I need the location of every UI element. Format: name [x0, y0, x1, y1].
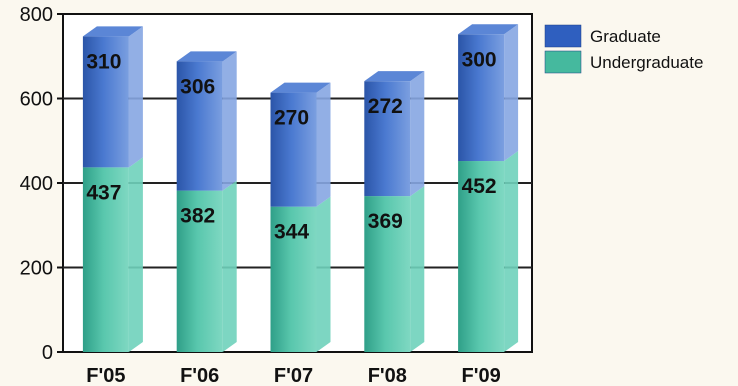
- bar-top-cap: [364, 71, 425, 82]
- legend-swatch-graduate: [544, 24, 582, 48]
- bar-undergraduate-3: [270, 206, 317, 352]
- bar-stack: 369 272: [364, 71, 425, 352]
- y-tick-label: 200: [20, 258, 53, 280]
- y-tick-label: 600: [20, 89, 53, 111]
- data-label: 344: [274, 221, 309, 244]
- bars: 437 310 382 306 344 270 369 272 452 300: [82, 24, 519, 352]
- legend: Graduate Undergraduate: [544, 24, 703, 74]
- data-label: 369: [368, 210, 403, 233]
- bar-stack: 452 300: [458, 24, 519, 352]
- x-tick-label: F'09: [461, 365, 500, 386]
- data-label: 270: [274, 107, 309, 130]
- bar-graduate-3: [270, 92, 317, 207]
- bar-stack: 382 306: [176, 51, 237, 352]
- legend-swatch-undergraduate: [544, 50, 582, 74]
- legend-label-graduate: Graduate: [590, 27, 661, 46]
- data-label: 310: [86, 50, 121, 73]
- bar-side-face: [410, 186, 425, 352]
- bar-undergraduate-4: [364, 196, 411, 352]
- data-label: 437: [86, 181, 121, 204]
- bar-side-face: [410, 71, 425, 197]
- x-tick-label: F'05: [86, 365, 125, 386]
- y-tick-label: 400: [20, 173, 53, 195]
- data-label: 272: [368, 95, 403, 118]
- bar-undergraduate-1: [82, 167, 129, 352]
- bar-side-face: [504, 151, 519, 352]
- bar-side-face: [222, 180, 237, 352]
- y-axis: 0 200 400 600 800: [20, 4, 63, 364]
- bar-graduate-5: [458, 34, 505, 162]
- bar-side-face: [128, 157, 143, 352]
- bar-side-face: [316, 196, 331, 352]
- x-tick-label: F'06: [180, 365, 219, 386]
- bar-undergraduate-2: [176, 190, 223, 352]
- data-label: 306: [180, 75, 215, 98]
- data-label: 382: [180, 205, 215, 228]
- bar-graduate-2: [176, 61, 223, 191]
- bar-top-cap: [176, 51, 237, 62]
- bar-top-cap: [82, 26, 143, 37]
- bar-top-cap: [458, 24, 519, 35]
- legend-label-undergraduate: Undergraduate: [590, 53, 703, 72]
- data-label: 300: [462, 48, 497, 71]
- y-tick-label: 800: [20, 4, 53, 26]
- bar-side-face: [316, 82, 331, 207]
- x-tick-label: F'08: [368, 365, 407, 386]
- bar-side-face: [504, 24, 519, 162]
- x-tick-label: F'07: [274, 365, 313, 386]
- x-axis: F'05 F'06 F'07 F'08 F'09: [86, 365, 500, 386]
- y-tick-label: 0: [42, 342, 53, 364]
- bar-graduate-4: [364, 81, 411, 197]
- bar-top-cap: [270, 82, 331, 93]
- bar-side-face: [128, 26, 143, 168]
- bar-undergraduate-5: [458, 161, 505, 352]
- bar-graduate-1: [82, 36, 129, 168]
- bar-stack: 437 310: [82, 26, 143, 352]
- data-label: 452: [462, 175, 497, 198]
- bar-side-face: [222, 51, 237, 191]
- bar-stack: 344 270: [270, 82, 331, 352]
